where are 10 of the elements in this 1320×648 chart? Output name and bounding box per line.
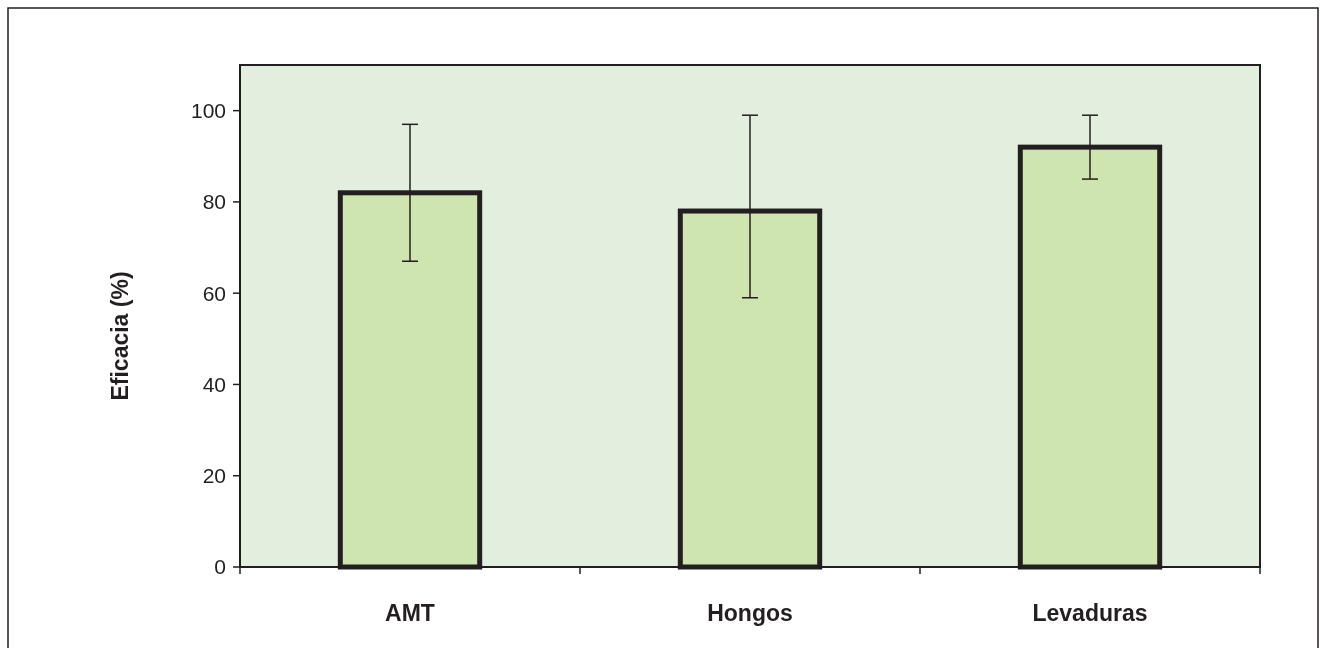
x-tick-label: Hongos <box>707 600 793 626</box>
y-tick-label: 80 <box>202 190 226 214</box>
y-tick-label: 0 <box>214 555 226 579</box>
y-axis-title: Eficacia (%) <box>107 271 133 401</box>
x-tick-label: Levaduras <box>1032 600 1148 626</box>
y-tick-label: 20 <box>202 464 226 488</box>
y-tick-label: 100 <box>190 98 226 122</box>
y-tick-label: 40 <box>202 372 226 396</box>
x-tick-label: AMT <box>385 600 435 626</box>
y-tick-label: 60 <box>202 281 226 305</box>
